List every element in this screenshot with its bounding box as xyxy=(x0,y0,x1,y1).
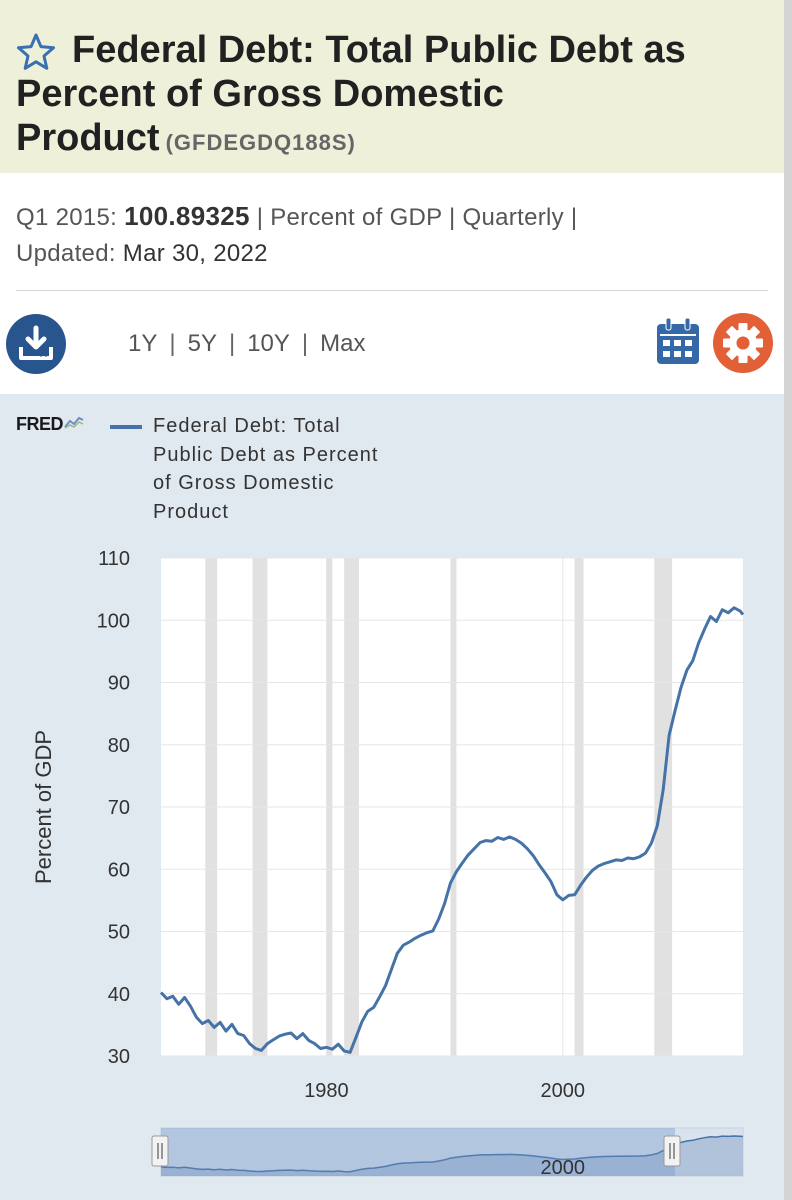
title-band: Federal Debt: Total Public Debt as Perce… xyxy=(0,0,784,173)
updated-label: Updated: xyxy=(16,240,116,267)
y-tick-label: 30 xyxy=(108,1046,130,1068)
y-tick-label: 90 xyxy=(108,673,130,695)
separator: | xyxy=(256,204,264,231)
separator: | xyxy=(228,330,236,357)
fred-logo: FRED xyxy=(16,414,84,435)
legend-line: Public Debt as Percent xyxy=(153,443,379,466)
legend-line: of Gross Domestic xyxy=(153,472,335,494)
calendar-icon[interactable] xyxy=(654,316,702,368)
series-title-text: Federal Debt: Total Public Debt as Perce… xyxy=(16,29,686,159)
date-range-selector: 1Y | 5Y | 10Y | Max xyxy=(128,330,365,358)
navigator-series-area xyxy=(161,1136,743,1176)
line-chart: 30 40 50 60 70 80 90 100 110 1980 2000 Percent of G… xyxy=(31,548,745,1179)
legend-line: Product xyxy=(153,500,229,523)
fred-logo-text: FRED xyxy=(16,414,64,434)
grip-handle-icon[interactable] xyxy=(663,1135,681,1167)
x-tick-label: 2000 xyxy=(541,1080,586,1102)
navigator-selection[interactable] xyxy=(161,1128,675,1176)
legend-label: Federal Debt: Total Public Debt as Perce… xyxy=(153,412,443,526)
updated-date: Mar 30, 2022 xyxy=(122,240,268,267)
y-tick-label: 70 xyxy=(108,797,130,819)
range-5y[interactable]: 5Y xyxy=(187,330,217,357)
navigator-tick-label: 2000 xyxy=(541,1157,586,1179)
separator: | xyxy=(570,204,578,231)
page-title: Federal Debt: Total Public Debt as Perce… xyxy=(16,28,776,165)
y-tick-label: 100 xyxy=(97,610,130,632)
navigator-series-line xyxy=(160,1135,744,1173)
separator: | xyxy=(169,330,176,357)
y-tick-label: 60 xyxy=(108,859,130,881)
separator: | xyxy=(449,204,456,231)
x-tick-label: 1980 xyxy=(304,1080,349,1102)
legend-line: Federal Debt: Total xyxy=(153,415,341,437)
series-id: (GFDEGDQ188S) xyxy=(165,130,356,155)
legend-swatch xyxy=(110,425,142,429)
series-line xyxy=(159,606,745,1054)
divider xyxy=(16,290,768,291)
separator: | xyxy=(301,330,309,357)
y-tick-label: 40 xyxy=(108,984,130,1006)
y-tick-label: 50 xyxy=(108,922,130,944)
range-10y[interactable]: 10Y xyxy=(247,330,290,357)
observation-value: 100.89325 xyxy=(124,201,250,231)
range-1y[interactable]: 1Y xyxy=(128,330,158,357)
window-edge xyxy=(784,0,792,1200)
grip-handle-icon[interactable] xyxy=(151,1135,169,1167)
y-axis-label: Percent of GDP xyxy=(31,730,56,884)
star-outline-icon[interactable] xyxy=(16,32,56,72)
y-tick-label: 110 xyxy=(98,548,130,570)
units: Percent of GDP xyxy=(270,204,443,231)
gear-icon[interactable] xyxy=(712,312,774,374)
range-max[interactable]: Max xyxy=(320,330,366,357)
observation-period: Q1 2015: xyxy=(16,204,118,231)
observation-summary: Q1 2015: 100.89325 | Percent of GDP | Qu… xyxy=(16,198,766,272)
fred-graph-icon xyxy=(64,416,84,429)
y-tick-label: 80 xyxy=(108,735,130,757)
download-icon xyxy=(19,325,53,360)
download-button[interactable] xyxy=(6,314,66,374)
frequency: Quarterly xyxy=(462,204,564,231)
